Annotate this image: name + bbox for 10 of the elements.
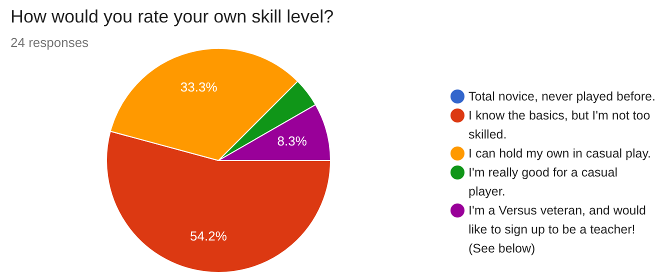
data-label: 54.2%	[190, 228, 228, 244]
legend-label: I can hold my own in casual play.	[468, 146, 652, 160]
data-label: 33.3%	[180, 79, 218, 94]
chart-title: How would you rate your own skill level?	[10, 6, 334, 26]
legend-label: I know the basics, but I'm not too skilled.	[468, 108, 650, 142]
chart-subtitle: 24 responses	[10, 35, 90, 50]
legend-label: Total novice, never played before.	[468, 90, 656, 104]
data-label: 8.3%	[277, 133, 308, 148]
legend-label: I'm really good for a casual player.	[468, 166, 618, 198]
legend-label: I'm a Versus veteran, and would like to sign up to be a teacher! (See below)	[468, 204, 646, 256]
